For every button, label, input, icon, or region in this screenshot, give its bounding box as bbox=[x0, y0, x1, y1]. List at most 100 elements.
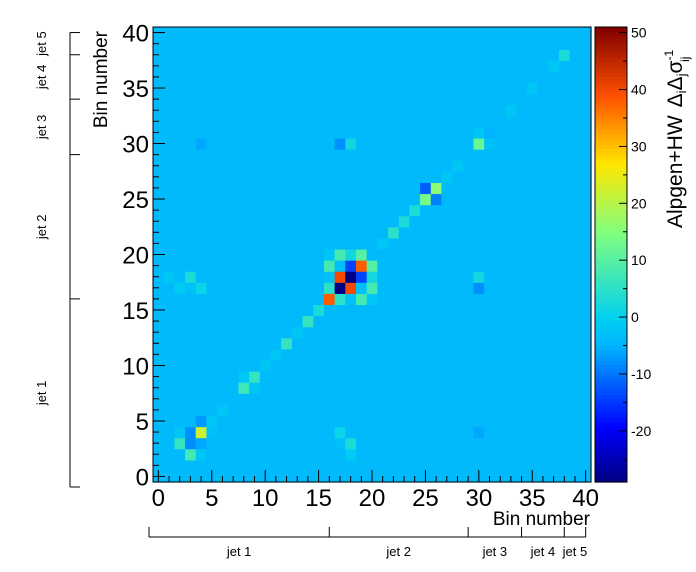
heatmap-cell-19-33 bbox=[355, 104, 368, 117]
heatmap-cell-3-35 bbox=[185, 82, 197, 95]
colorbar-segment bbox=[595, 246, 627, 252]
heatmap-cell-30-11 bbox=[473, 348, 485, 361]
heatmap-cell-20-7 bbox=[366, 393, 378, 405]
heatmap-cell-4-4 bbox=[195, 426, 208, 439]
colorbar-segment bbox=[595, 27, 627, 32]
heatmap-cell-32-26 bbox=[494, 182, 507, 195]
heatmap-cell-34-30 bbox=[516, 137, 528, 150]
heatmap-cell-11-3 bbox=[270, 437, 282, 450]
heatmap-cell-5-19 bbox=[206, 260, 218, 272]
heatmap-cell-9-17 bbox=[249, 282, 261, 294]
heatmap-cell-26-11 bbox=[430, 348, 443, 361]
heatmap-cell-27-38 bbox=[441, 49, 453, 61]
heatmap-cell-17-29 bbox=[334, 149, 346, 161]
heatmap-cell-24-14 bbox=[409, 315, 421, 328]
heatmap-cell-1-38 bbox=[163, 49, 175, 61]
heatmap-cell-2-31 bbox=[174, 126, 186, 139]
heatmap-cell-33-25 bbox=[505, 193, 517, 206]
heatmap-cell-38-10 bbox=[558, 359, 571, 372]
heatmap-cell-2-10 bbox=[174, 359, 186, 372]
heatmap-cell-11-29 bbox=[270, 149, 282, 161]
heatmap-cell-26-31 bbox=[430, 126, 443, 139]
heatmap-cell-25-4 bbox=[420, 426, 432, 439]
heatmap-cell-29-39 bbox=[462, 38, 475, 50]
heatmap-cell-12-14 bbox=[281, 315, 293, 328]
heatmap-cell-26-30 bbox=[430, 137, 443, 150]
heatmap-cell-30-38 bbox=[473, 49, 485, 61]
heatmap-cell-24-9 bbox=[409, 371, 421, 383]
heatmap-cell-34-29 bbox=[516, 149, 528, 161]
heatmap-cell-27-2 bbox=[441, 448, 453, 461]
colorbar-segment bbox=[595, 114, 627, 119]
colorbar-segment bbox=[595, 148, 627, 153]
heatmap-cell-33-28 bbox=[505, 160, 517, 172]
heatmap-cell-37-15 bbox=[548, 304, 560, 317]
heatmap-cell-35-35 bbox=[526, 82, 539, 95]
heatmap-cell-20-39 bbox=[366, 38, 378, 50]
heatmap-cell-16-10 bbox=[323, 359, 336, 372]
heatmap-cell-5-17 bbox=[206, 282, 218, 294]
heatmap-cell-21-5 bbox=[377, 415, 389, 428]
heatmap-cell-22-4 bbox=[388, 426, 400, 439]
heatmap-cell-8-33 bbox=[238, 104, 250, 117]
heatmap-cell-27-10 bbox=[441, 359, 453, 372]
heatmap-cell-16-3 bbox=[323, 437, 336, 450]
colorbar-segment bbox=[595, 167, 627, 172]
heatmap-cell-37-26 bbox=[548, 182, 560, 195]
heatmap-cell-25-11 bbox=[420, 348, 432, 361]
heatmap-cell-39-38 bbox=[569, 49, 581, 61]
heatmap-cell-22-38 bbox=[388, 49, 400, 61]
heatmap-cell-8-26 bbox=[238, 182, 250, 195]
colorbar-title-sup: -1 bbox=[662, 50, 676, 61]
heatmap-cell-15-13 bbox=[313, 326, 325, 339]
heatmap-cell-33-33 bbox=[505, 104, 517, 117]
heatmap-cell-30-34 bbox=[473, 93, 485, 106]
heatmap-cell-15-10 bbox=[313, 359, 325, 372]
heatmap-cell-23-13 bbox=[398, 326, 410, 339]
heatmap-cell-13-35 bbox=[291, 82, 304, 95]
heatmap-cell-20-1 bbox=[366, 459, 378, 472]
heatmap-cell-17-40 bbox=[334, 27, 346, 39]
heatmap-cell-2-5 bbox=[174, 415, 186, 428]
heatmap-cell-27-15 bbox=[441, 304, 453, 317]
heatmap-cell-13-6 bbox=[291, 404, 304, 417]
heatmap-cell-3-6 bbox=[185, 404, 197, 417]
heatmap-cell-37-40 bbox=[548, 27, 560, 39]
heatmap-cell-39-16 bbox=[569, 293, 581, 306]
heatmap-cell-34-16 bbox=[516, 293, 528, 306]
colorbar-segment bbox=[595, 49, 627, 55]
heatmap-cell-37-36 bbox=[548, 71, 560, 84]
heatmap-cell-9-23 bbox=[249, 215, 261, 228]
colorbar-segment bbox=[595, 394, 627, 400]
heatmap-cell-32-18 bbox=[494, 271, 507, 283]
heatmap-cell-25-19 bbox=[420, 260, 432, 272]
heatmap-cell-2-17 bbox=[174, 282, 186, 294]
heatmap-cell-1-5 bbox=[163, 415, 175, 428]
heatmap-cell-36-21 bbox=[537, 237, 549, 250]
heatmap-cell-15-30 bbox=[313, 137, 325, 150]
heatmap-cell-29-30 bbox=[462, 137, 475, 150]
heatmap-cell-12-40 bbox=[281, 27, 293, 39]
heatmap-cell-31-34 bbox=[484, 93, 496, 106]
heatmap-cell-25-38 bbox=[420, 49, 432, 61]
heatmap-cell-8-31 bbox=[238, 126, 250, 139]
heatmap-cell-28-9 bbox=[452, 371, 464, 383]
heatmap-cell-30-31 bbox=[473, 126, 485, 139]
colorbar-segment bbox=[595, 53, 627, 58]
heatmap-cell-40-15 bbox=[580, 304, 592, 317]
heatmap-cell-26-26 bbox=[430, 182, 443, 195]
heatmap-cell-7-9 bbox=[227, 371, 240, 383]
heatmap-cell-29-19 bbox=[462, 260, 475, 272]
heatmap-cell-32-4 bbox=[494, 426, 507, 439]
heatmap-cell-21-23 bbox=[377, 215, 389, 228]
heatmap-cell-8-1 bbox=[238, 459, 250, 472]
heatmap-cell-38-38 bbox=[558, 49, 571, 61]
heatmap-cell-29-10 bbox=[462, 359, 475, 372]
heatmap-cell-31-26 bbox=[484, 182, 496, 195]
colorbar-segment bbox=[595, 391, 627, 396]
heatmap-cell-16-24 bbox=[323, 204, 336, 217]
heatmap-cell-27-37 bbox=[441, 60, 453, 72]
heatmap-cell-24-16 bbox=[409, 293, 421, 306]
colorbar-segment bbox=[595, 341, 627, 347]
heatmap-cell-13-24 bbox=[291, 204, 304, 217]
